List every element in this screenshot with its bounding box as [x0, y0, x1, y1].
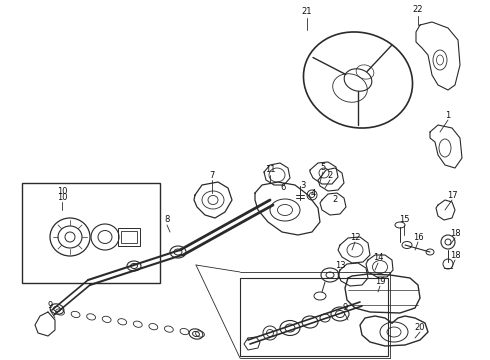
Text: 22: 22: [413, 5, 423, 14]
Bar: [118, 228, 140, 246]
Text: 6: 6: [280, 183, 286, 192]
Text: 3: 3: [300, 180, 306, 189]
Bar: [240, 278, 388, 356]
Text: 18: 18: [450, 251, 460, 260]
Text: 7: 7: [209, 171, 215, 180]
Text: 4: 4: [310, 189, 316, 198]
Text: 21: 21: [302, 8, 312, 17]
Text: 15: 15: [399, 216, 409, 225]
Text: 2: 2: [332, 195, 338, 204]
Text: 9: 9: [48, 301, 52, 310]
Text: 10: 10: [57, 193, 67, 202]
Text: 14: 14: [373, 253, 383, 262]
Text: 20: 20: [415, 323, 425, 332]
Bar: [22, 183, 160, 283]
Text: 18: 18: [450, 229, 460, 238]
Text: 10: 10: [57, 188, 67, 197]
Text: 11: 11: [265, 166, 275, 175]
Text: 17: 17: [447, 190, 457, 199]
Text: 13: 13: [335, 261, 345, 270]
Text: 2: 2: [327, 171, 333, 180]
Bar: [121, 231, 137, 243]
Text: 8: 8: [164, 216, 170, 225]
Text: 1: 1: [445, 111, 451, 120]
Text: 19: 19: [375, 278, 385, 287]
Text: 9: 9: [343, 303, 347, 312]
Text: 16: 16: [413, 233, 423, 242]
Text: 12: 12: [350, 233, 360, 242]
Text: 5: 5: [320, 163, 326, 172]
